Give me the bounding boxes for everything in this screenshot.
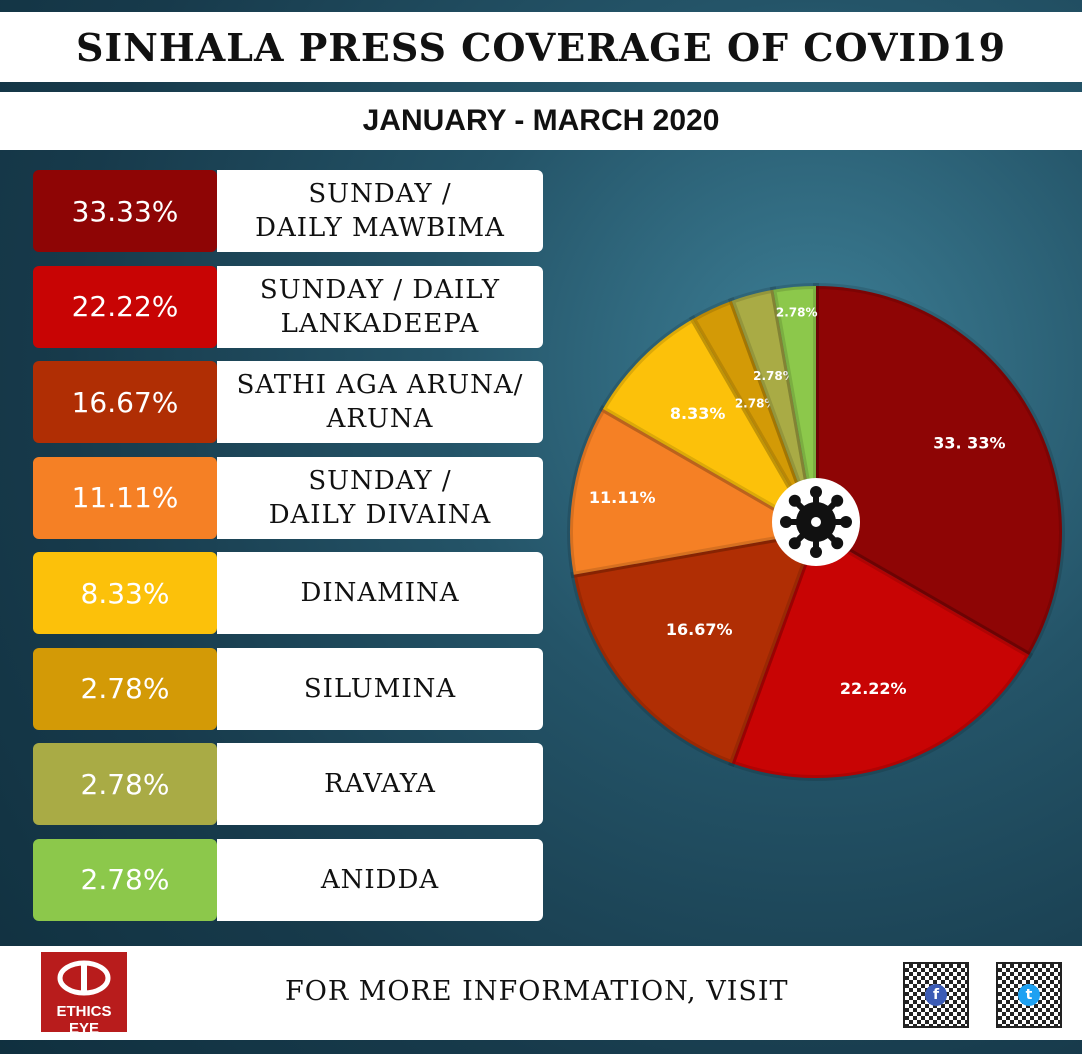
legend-name: SILUMINA xyxy=(217,647,543,730)
slice-label: 16.67% xyxy=(666,620,733,639)
facebook-icon: f xyxy=(925,984,947,1006)
legend-name: SATHI AGA ARUNA/ ARUNA xyxy=(217,361,543,443)
legend-name: RAVAYA xyxy=(217,743,543,825)
pie-slice xyxy=(570,528,821,768)
legend-row: 2.78% RAVAYA xyxy=(33,743,543,825)
legend-row: 33.33% SUNDAY / DAILY MAWBIMA xyxy=(33,170,543,252)
pie-slice xyxy=(727,286,819,534)
pie-slice xyxy=(688,297,819,534)
legend-percent: 22.22% xyxy=(33,265,217,348)
slice-label: 33. 33% xyxy=(933,433,1005,452)
legend-row: 2.78% SILUMINA xyxy=(33,647,543,730)
page-title: SINHALA PRESS COVERAGE OF COVID19 xyxy=(0,12,1082,82)
footer: ETHICS EYE FOR MORE INFORMATION, VISIT f… xyxy=(0,946,1082,1040)
pie-slice xyxy=(813,282,1066,660)
slice-label: 2.78% xyxy=(776,305,818,319)
slice-label: 2.78% xyxy=(753,369,795,383)
pie-slice xyxy=(598,314,825,541)
legend-percent: 16.67% xyxy=(33,361,217,443)
legend-name: DINAMINA xyxy=(217,552,543,634)
facebook-qr-code[interactable]: f xyxy=(903,962,969,1028)
legend-row: 2.78% ANIDDA xyxy=(33,838,543,921)
slice-label: 11.11% xyxy=(589,488,656,507)
pie-slice xyxy=(567,404,825,579)
slice-label: 8.33% xyxy=(670,404,726,423)
legend-row: 11.11% SUNDAY / DAILY DIVAINA xyxy=(33,456,543,539)
twitter-icon: t xyxy=(1018,984,1040,1006)
legend-name: SUNDAY / DAILY DIVAINA xyxy=(217,456,543,539)
legend-percent: 2.78% xyxy=(33,743,217,825)
pie-slice xyxy=(728,527,1034,781)
visit-text: FOR MORE INFORMATION, VISIT xyxy=(285,976,789,1007)
twitter-qr-code[interactable]: t xyxy=(996,962,1062,1028)
slice-label: 2.78% xyxy=(735,397,777,411)
legend-row: 22.22% SUNDAY / DAILY LANKADEEPA xyxy=(33,265,543,348)
legend-percent: 33.33% xyxy=(33,170,217,252)
legend-percent: 8.33% xyxy=(33,552,217,634)
pie-slice xyxy=(769,282,819,533)
legend-percent: 2.78% xyxy=(33,647,217,730)
legend-percent: 11.11% xyxy=(33,456,217,539)
virus-icon xyxy=(772,478,860,566)
legend-percent: 2.78% xyxy=(33,838,217,921)
legend-name: ANIDDA xyxy=(217,838,543,921)
legend-row: 16.67% SATHI AGA ARUNA/ ARUNA xyxy=(33,361,543,443)
ethics-eye-logo: ETHICS EYE xyxy=(41,952,127,1037)
page-subtitle: JANUARY - MARCH 2020 xyxy=(0,92,1082,150)
legend-name: SUNDAY / DAILY LANKADEEPA xyxy=(217,265,543,348)
legend-name: SUNDAY / DAILY MAWBIMA xyxy=(217,170,543,252)
slice-label: 22.22% xyxy=(840,679,907,698)
legend-row: 8.33% DINAMINA xyxy=(33,552,543,634)
